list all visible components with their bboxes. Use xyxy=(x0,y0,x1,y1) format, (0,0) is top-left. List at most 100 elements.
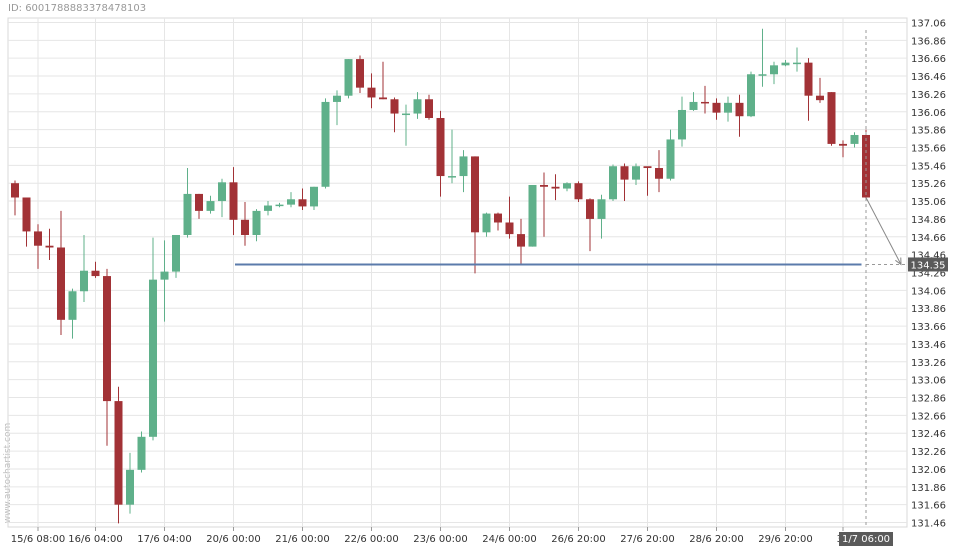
candle-body xyxy=(425,99,433,119)
candle-body xyxy=(643,166,652,169)
candle-body xyxy=(356,59,364,88)
price-badge xyxy=(908,257,948,272)
candle-body xyxy=(448,176,456,178)
candle-body xyxy=(701,101,709,104)
x-tick-label: 16/6 04:00 xyxy=(68,534,122,545)
y-tick-label: 133.06 xyxy=(911,376,946,387)
y-tick-label: 136.06 xyxy=(911,108,946,119)
candle-body xyxy=(678,109,686,140)
candle-body xyxy=(781,62,790,66)
candle-body xyxy=(804,62,813,96)
candle-body xyxy=(241,219,249,235)
candle-body xyxy=(206,201,215,211)
candle-body xyxy=(367,87,376,98)
candle-body xyxy=(287,199,295,205)
candle-body xyxy=(540,184,548,187)
candle-body xyxy=(574,183,583,200)
y-tick-label: 136.86 xyxy=(911,36,946,47)
candle-body xyxy=(862,134,870,198)
candle-body xyxy=(22,197,31,232)
y-tick-label: 133.26 xyxy=(911,358,946,369)
candle-body xyxy=(218,182,226,202)
candle-body xyxy=(482,213,491,233)
candle-body xyxy=(195,193,203,211)
candles-layer xyxy=(11,28,870,524)
candle-body xyxy=(505,222,514,235)
candle-body xyxy=(655,168,663,179)
candle-body xyxy=(770,65,778,75)
axis-layer: 131.46 131.66 131.86 132.06 132.26 132.46 132.… xyxy=(11,18,948,546)
candle-body xyxy=(275,204,284,207)
price-badge-label: 134.35 xyxy=(911,260,946,271)
candle-body xyxy=(735,102,744,117)
candle-body xyxy=(34,231,42,246)
time-badge xyxy=(839,532,893,546)
candle-body xyxy=(827,92,836,144)
y-tick-label: 132.06 xyxy=(911,465,946,476)
candle-body xyxy=(103,276,111,402)
candle-body xyxy=(321,101,330,187)
candle-body xyxy=(563,183,571,189)
candle-body xyxy=(402,113,410,116)
candle-body xyxy=(379,97,387,100)
overlay-layer xyxy=(235,30,907,527)
candle-body xyxy=(413,99,422,114)
candle-body xyxy=(11,183,19,198)
y-tick-label: 136.66 xyxy=(911,54,946,65)
grid-layer xyxy=(7,17,908,528)
candle-body xyxy=(747,74,755,117)
candle-body xyxy=(160,271,169,280)
y-tick-label: 134.06 xyxy=(911,286,946,297)
y-tick-label: 136.26 xyxy=(911,90,946,101)
x-tick-label: 29/6 20:00 xyxy=(758,534,812,545)
candle-body xyxy=(528,184,537,247)
x-tick-label: 23/6 00:00 xyxy=(413,534,467,545)
y-tick-label: 134.26 xyxy=(911,269,946,280)
candle-body xyxy=(183,193,192,235)
y-tick-label: 133.66 xyxy=(911,322,946,333)
candle-body xyxy=(471,156,479,233)
candle-body xyxy=(126,469,134,505)
x-tick-label: 15/6 08:00 xyxy=(11,534,65,545)
candle-body xyxy=(551,186,560,189)
candle-body xyxy=(310,186,318,207)
y-tick-label: 132.26 xyxy=(911,447,946,458)
candle-body xyxy=(597,199,606,219)
candle-body xyxy=(68,291,77,320)
y-tick-label: 137.06 xyxy=(911,18,946,29)
y-tick-label: 131.46 xyxy=(911,519,946,530)
y-tick-label: 133.46 xyxy=(911,340,946,351)
candle-body xyxy=(436,118,445,177)
y-tick-label: 132.66 xyxy=(911,411,946,422)
candle-body xyxy=(114,401,123,505)
y-tick-label: 136.46 xyxy=(911,72,946,83)
candle-body xyxy=(172,234,180,272)
x-tick-label: 26/6 20:00 xyxy=(551,534,605,545)
x-tick-label: 21/6 00:00 xyxy=(275,534,329,545)
candle-body xyxy=(149,279,157,437)
candle-body xyxy=(137,436,146,470)
time-badge-label: 1/7 06:00 xyxy=(842,534,890,545)
candle-body xyxy=(80,270,88,292)
forecast-arrow-head xyxy=(895,257,902,266)
candle-body xyxy=(620,166,629,180)
candle-body xyxy=(298,199,307,207)
candle-body xyxy=(609,166,617,200)
candle-body xyxy=(333,95,341,102)
y-tick-label: 135.26 xyxy=(911,179,946,190)
y-tick-label: 134.46 xyxy=(911,251,946,262)
y-tick-label: 134.66 xyxy=(911,233,946,244)
candle-body xyxy=(459,156,468,177)
candle-body xyxy=(45,245,54,248)
candle-body xyxy=(666,139,675,179)
x-tick-label: 24/6 00:00 xyxy=(482,534,536,545)
candle-body xyxy=(494,213,502,223)
y-tick-label: 132.86 xyxy=(911,394,946,405)
x-tick-label: 17/6 04:00 xyxy=(137,534,191,545)
chart-id-label: ID: 6001788883378478103 xyxy=(8,3,147,14)
candle-body xyxy=(793,62,801,65)
candle-body xyxy=(344,59,353,96)
candle-body xyxy=(390,99,399,114)
candle-body xyxy=(689,101,698,110)
